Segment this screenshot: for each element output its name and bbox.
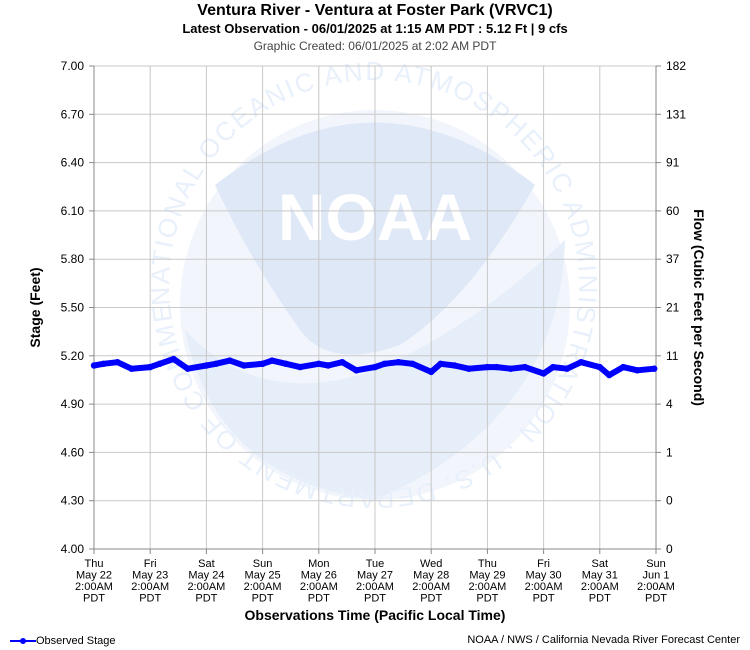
series-point [540,370,547,377]
y-tick-label: 4.60 [61,445,85,459]
chart-grid [93,65,657,550]
x-tick-label: Sun Jun 1 2:00AM PDT [637,558,675,605]
y-tick-label: 5.80 [61,252,85,266]
y2-tick-label: 21 [666,301,680,315]
y2-tick-label: 91 [666,156,680,170]
series-point [325,362,332,369]
series-point [484,363,491,371]
series-point [100,360,107,367]
y-tick-label: 6.40 [61,156,85,170]
series-point [395,359,402,366]
series-point [507,365,514,372]
series-point [521,363,529,371]
series-point [620,363,627,371]
y2-axis-label: Flow (Cubic Feet per Second) [691,209,707,406]
series-point [203,362,210,369]
series-point [493,363,500,371]
y-tick-label: 6.10 [61,204,85,218]
series-point [577,359,585,366]
series-point [353,367,360,374]
y-tick-label: 7.00 [61,59,85,73]
legend-marker [10,638,36,644]
y-tick-label: 6.70 [61,107,85,121]
x-axis-label: Observations Time (Pacific Local Time) [245,607,506,623]
y2-tick-label: 11 [666,349,679,363]
y-tick-label: 4.90 [61,397,85,411]
chart-axes: 7.00 6.70 6.40 6.10 5.80 5.50 5.20 4.90 4.60 4.30… [61,59,687,605]
series-point [465,365,472,372]
y2-tick-label: 131 [666,107,686,121]
series-point [156,360,163,367]
series-point [437,360,444,367]
chart-title: Ventura River - Ventura at Foster Park (… [197,2,553,19]
series-point [226,357,233,364]
series-point [128,365,135,372]
x-tick-label: Tue May 27 2:00AM PDT [356,558,394,605]
x-tick-label: Wed May 28 2:00AM PDT [412,558,450,605]
series-point [282,360,290,367]
y2-tick-label: 0 [666,494,673,508]
series-point [147,363,154,371]
series-point [634,367,641,374]
latest-observation: Latest Observation - 06/01/2025 at 1:15 … [182,21,568,36]
legend: Observed Stage [10,635,116,647]
legend-label: Observed Stage [36,635,116,647]
y2-tick-label: 1 [666,445,673,459]
credit-text: NOAA / NWS / California Nevada River For… [467,634,740,646]
y2-tick-label: 37 [666,252,680,266]
y-tick-label: 4.00 [61,542,85,556]
x-tick-label: Fri May 23 2:00AM PDT [131,558,169,605]
series-point [212,360,219,367]
x-tick-label: Sun May 25 2:00AM PDT [244,558,282,605]
graphic-created: Graphic Created: 06/01/2025 at 2:02 AM P… [253,39,497,53]
x-tick-label: Mon May 26 2:00AM PDT [300,558,338,605]
series-point [409,360,416,367]
y-axis-label: Stage (Feet) [27,267,43,347]
series-point [184,365,191,372]
series-point [259,360,266,367]
y2-tick-label: 182 [666,59,686,73]
series-point [296,363,304,371]
series-point [596,363,603,371]
x-tick-label: Fri May 30 2:00AM PDT [525,558,563,605]
x-tick-label: Thu May 29 2:00AM PDT [468,558,506,605]
series-point [90,362,98,369]
series-point [268,357,276,364]
series-point [606,371,613,379]
series-point [451,362,458,369]
series-point [315,360,322,367]
observed-stage-series [90,355,658,379]
series-point [549,363,557,371]
y2-tick-label: 4 [666,397,673,411]
series-point [114,359,121,366]
series-point [339,359,346,366]
x-tick-label: Thu May 22 2:00AM PDT [75,558,113,605]
series-point [428,368,435,376]
series-point [170,355,177,363]
y-tick-label: 4.30 [61,494,85,508]
x-tick-label: Sat May 24 2:00AM PDT [187,558,225,605]
y2-tick-label: 0 [666,542,673,556]
y-tick-label: 5.20 [61,349,85,363]
series-point [381,360,388,367]
series-point [651,365,658,372]
y-tick-label: 5.50 [61,301,85,315]
series-point [240,362,248,369]
series-point [563,365,571,372]
series-point [371,363,379,371]
y2-tick-label: 60 [666,204,680,218]
x-tick-label: Sat May 31 2:00AM PDT [581,558,619,605]
